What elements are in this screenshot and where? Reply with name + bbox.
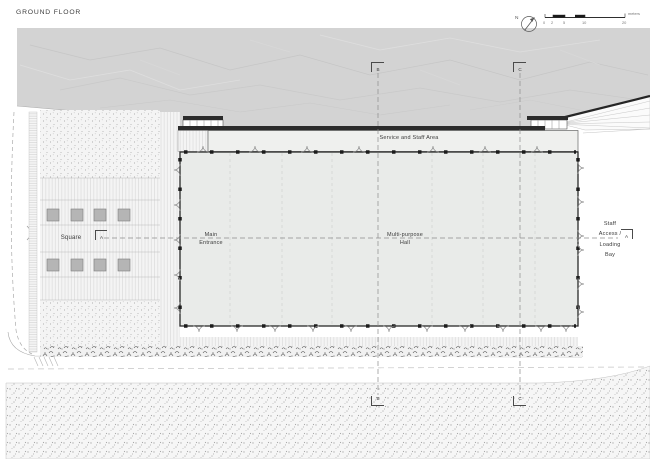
curb-lines [7, 331, 583, 367]
planters [46, 208, 131, 272]
hall-label: Multi-purpose Hall [375, 231, 435, 248]
square-label: Square [60, 235, 82, 241]
west-pavement-strip [160, 112, 180, 347]
hall-line1: Multi-purpose [387, 232, 423, 238]
section-marker-b-bottom: B [371, 396, 384, 406]
page-title: GROUND FLOOR [16, 9, 82, 16]
scale-tick-0: 0 [543, 19, 546, 25]
vegetation-band [40, 346, 583, 357]
north-wall [178, 126, 545, 131]
building [173, 116, 585, 346]
scale-tick-5: 5 [563, 19, 566, 25]
main-entrance-line1: Main [204, 232, 218, 238]
scale-tick-20: 20 [622, 19, 627, 25]
hall-grid [229, 153, 536, 325]
right-porch-stairs [527, 116, 568, 130]
scale-bar [544, 13, 626, 18]
road-centerline [7, 366, 649, 370]
multi-purpose-hall [179, 151, 579, 327]
staff-access-label: Staff Access / Loading Bay [591, 219, 629, 261]
hall-line2: Hall [399, 240, 411, 247]
section-marker-c-bottom: C [513, 396, 526, 406]
staff-line2: Access / [598, 231, 622, 238]
service-area-label: Service and Staff Area [379, 135, 439, 141]
main-entrance-line2: Entrance [199, 240, 223, 247]
staff-line1: Staff [603, 221, 617, 227]
main-entrance-label: Main Entrance [186, 231, 236, 248]
terrain-texture [16, 28, 650, 126]
scale-unit-label: meters [628, 11, 640, 16]
section-marker-a-right: A [621, 229, 633, 239]
scale-tick-10: 10 [582, 19, 587, 25]
section-marker-c-top: C [513, 62, 526, 72]
square-plaza [40, 177, 160, 301]
north-arrow-icon [521, 16, 537, 32]
section-lines [104, 73, 618, 395]
striped-walkway [28, 111, 38, 353]
gravel-area [5, 365, 650, 459]
scale-tick-2: 2 [551, 19, 554, 25]
section-marker-a-left: A [95, 230, 107, 240]
sand-areas [40, 110, 160, 347]
staff-line3: Loading [599, 241, 621, 248]
north-label: N [515, 16, 519, 21]
section-marker-b-top: B [371, 62, 384, 72]
staff-line4: Bay [604, 252, 616, 259]
colonnade-pavement [180, 337, 578, 346]
